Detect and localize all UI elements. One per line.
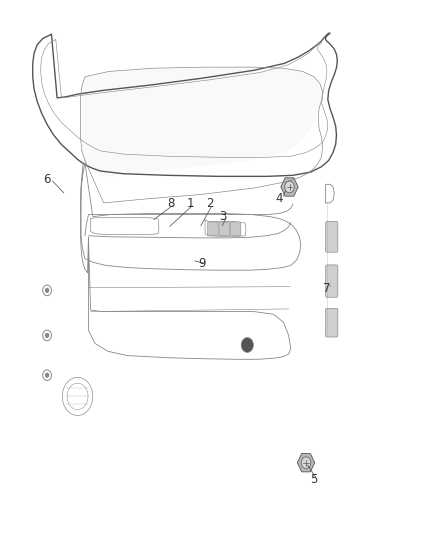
Text: 5: 5	[310, 473, 318, 486]
FancyBboxPatch shape	[208, 222, 218, 236]
Text: 2: 2	[206, 197, 213, 211]
Circle shape	[241, 337, 253, 352]
Text: 6: 6	[43, 173, 51, 185]
Text: 7: 7	[323, 282, 331, 295]
Text: 8: 8	[167, 197, 175, 211]
FancyBboxPatch shape	[219, 222, 230, 236]
FancyBboxPatch shape	[230, 222, 241, 236]
Circle shape	[301, 457, 311, 469]
Circle shape	[285, 181, 294, 193]
Circle shape	[45, 333, 49, 338]
Text: 1: 1	[187, 197, 194, 211]
Circle shape	[45, 373, 49, 378]
Circle shape	[45, 288, 49, 293]
Text: 4: 4	[276, 192, 283, 205]
FancyBboxPatch shape	[325, 265, 338, 297]
Polygon shape	[81, 67, 323, 177]
FancyBboxPatch shape	[325, 221, 338, 252]
Polygon shape	[281, 178, 298, 196]
Text: 3: 3	[220, 209, 227, 223]
Polygon shape	[297, 454, 315, 472]
Text: 9: 9	[199, 257, 206, 270]
FancyBboxPatch shape	[325, 309, 338, 337]
